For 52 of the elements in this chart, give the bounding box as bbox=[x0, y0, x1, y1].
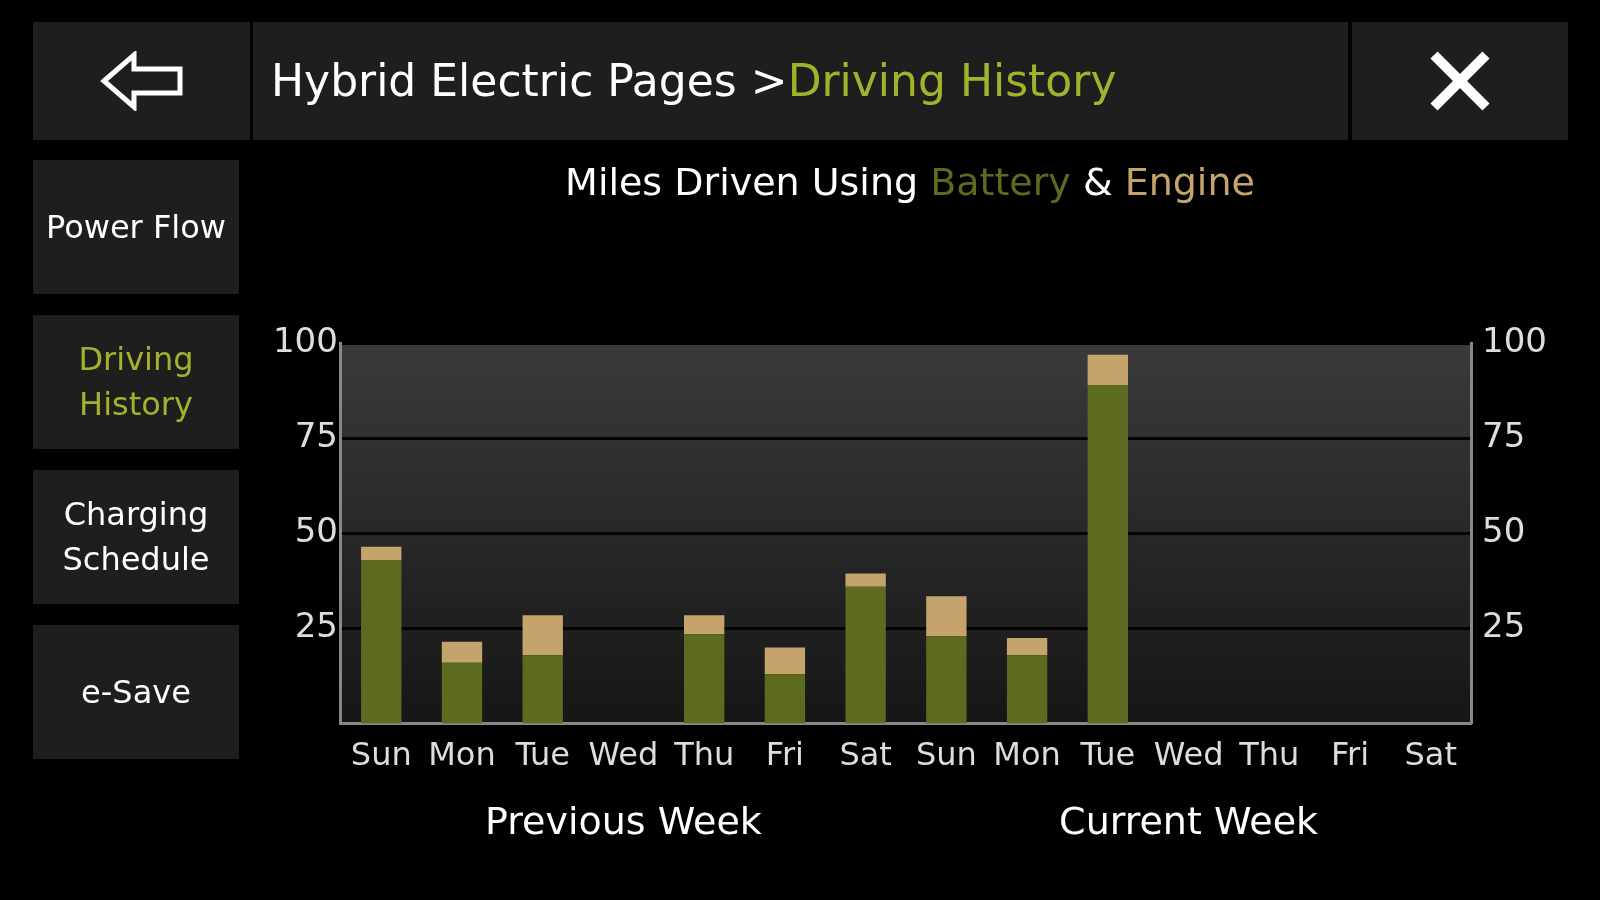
bar bbox=[684, 615, 725, 635]
text: & bbox=[1081, 160, 1114, 204]
x-tick-label: Mon bbox=[428, 735, 496, 774]
y-tick-label: 50 bbox=[294, 510, 338, 551]
text: Previous Week bbox=[485, 798, 762, 843]
x-tick-label: Mon bbox=[993, 735, 1061, 774]
x-tick-label: Tue bbox=[1079, 735, 1136, 774]
text: Driving History bbox=[33, 315, 239, 449]
bar bbox=[764, 647, 806, 675]
y-tick-label: 100 bbox=[272, 320, 338, 361]
x-tick-label: Sat bbox=[1404, 735, 1457, 774]
x-tick-label: Wed bbox=[1153, 735, 1224, 774]
bar bbox=[522, 615, 563, 656]
text: Charging Schedule bbox=[33, 470, 239, 604]
y2-tick-label: 50 bbox=[1482, 510, 1526, 551]
bar bbox=[764, 674, 806, 724]
x-tick-label: Sun bbox=[915, 735, 977, 774]
text: Power Flow bbox=[33, 160, 239, 294]
bar bbox=[1006, 638, 1048, 656]
bar bbox=[441, 641, 483, 663]
text: Engine bbox=[1124, 160, 1255, 204]
y-tick-label: 25 bbox=[294, 605, 338, 646]
bar bbox=[845, 586, 886, 724]
x-tick-label: Wed bbox=[588, 735, 659, 774]
x-tick-label: Sat bbox=[839, 735, 892, 774]
chart-title: Miles Driven Using bbox=[565, 160, 919, 204]
bar bbox=[1087, 385, 1129, 724]
y2-tick-label: 25 bbox=[1482, 605, 1526, 646]
text: Driving History bbox=[787, 54, 1117, 109]
bar bbox=[361, 560, 402, 724]
bar bbox=[361, 546, 402, 561]
y-tick-label: 75 bbox=[294, 415, 338, 456]
bar bbox=[1006, 655, 1048, 724]
y2-tick-label: 75 bbox=[1482, 415, 1526, 456]
x-tick-label: Fri bbox=[1330, 735, 1370, 774]
text: Battery bbox=[930, 160, 1071, 204]
x-tick-label: Fri bbox=[765, 735, 804, 774]
text: Current Week bbox=[1059, 798, 1319, 843]
x-tick-label: Thu bbox=[673, 735, 735, 774]
bar bbox=[684, 634, 725, 724]
x-tick-label: Sun bbox=[350, 735, 412, 774]
bar bbox=[1087, 354, 1129, 386]
bar bbox=[845, 573, 886, 587]
bar bbox=[926, 596, 967, 637]
x-tick-label: Tue bbox=[514, 735, 571, 774]
bar bbox=[522, 655, 563, 724]
x-tick-label: Thu bbox=[1238, 735, 1300, 774]
bar bbox=[441, 662, 483, 724]
y2-tick-label: 100 bbox=[1482, 320, 1548, 361]
text: e-Save bbox=[33, 625, 239, 759]
text: Hybrid Electric Pages > bbox=[271, 54, 788, 109]
bar bbox=[926, 636, 967, 724]
